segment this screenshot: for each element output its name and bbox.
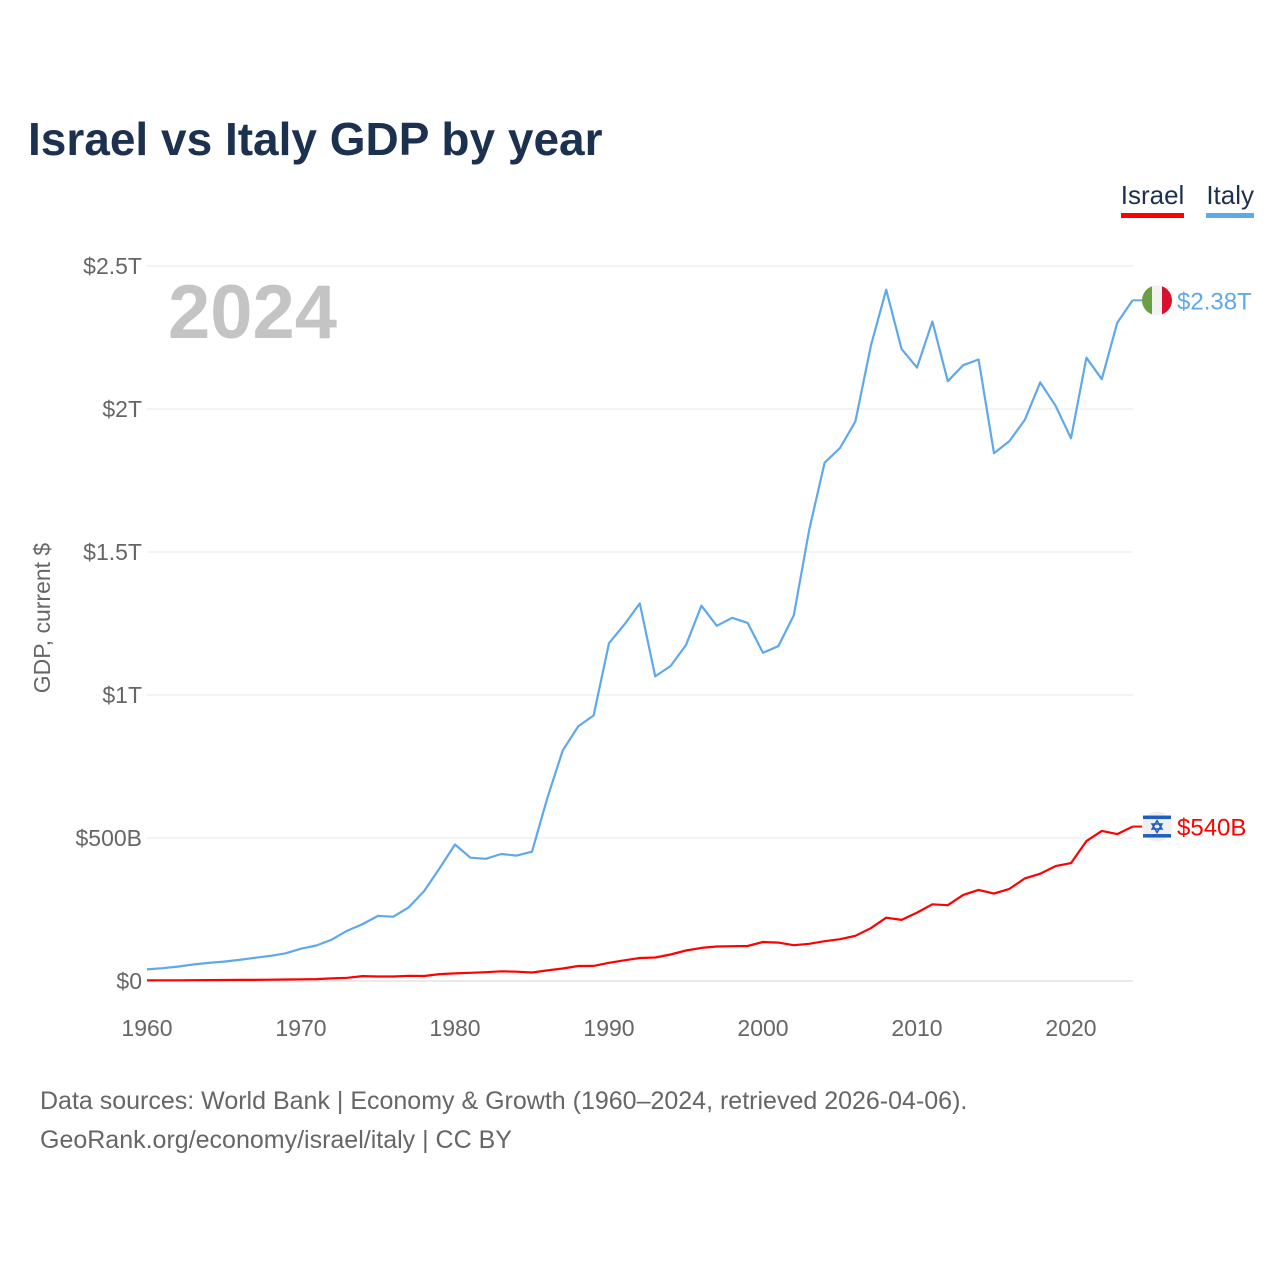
flag-red bbox=[1162, 285, 1172, 316]
x-tick-label: 2000 bbox=[737, 1015, 788, 1041]
credit-line[interactable]: GeoRank.org/economy/israel/italy | CC BY bbox=[40, 1126, 512, 1154]
x-tick-label: 1970 bbox=[275, 1015, 326, 1041]
y-tick-label: $1T bbox=[102, 682, 142, 708]
y-tick-label: $500B bbox=[75, 825, 142, 851]
series-line-italy bbox=[146, 288, 1134, 971]
y-tick-label: $1.5T bbox=[83, 539, 142, 565]
x-tick-label: 2020 bbox=[1045, 1015, 1096, 1041]
source-line: Data sources: World Bank | Economy & Gro… bbox=[40, 1087, 968, 1115]
legend-item-italy[interactable]: Italy bbox=[1206, 180, 1254, 218]
x-tick-label: 2010 bbox=[891, 1015, 942, 1041]
series-line-israel bbox=[146, 825, 1134, 982]
israel-flag-icon bbox=[1142, 811, 1172, 842]
y-tick-label: $2.5T bbox=[83, 253, 142, 279]
y-tick-label: $2T bbox=[102, 396, 142, 422]
y-axis-label: GDP, current $ bbox=[29, 543, 55, 694]
end-value-label: $2.38T bbox=[1177, 288, 1252, 315]
flag-green bbox=[1142, 285, 1152, 316]
flag-stripes bbox=[1142, 285, 1172, 316]
year-watermark: 2024 bbox=[168, 270, 337, 355]
x-tick-label: 1960 bbox=[121, 1015, 172, 1041]
x-tick-label: 1980 bbox=[429, 1015, 480, 1041]
flag-stripe-top bbox=[1143, 815, 1171, 820]
source-note: Data sources: World Bank | Economy & Gro… bbox=[40, 1082, 967, 1160]
chart-title: Israel vs Italy GDP by year bbox=[28, 113, 603, 165]
flag-stripe-bottom bbox=[1143, 834, 1171, 838]
x-tick-label: 1990 bbox=[583, 1015, 634, 1041]
legend-item-israel[interactable]: Israel bbox=[1120, 180, 1185, 218]
legend: Israel Italy bbox=[1120, 180, 1254, 218]
italy-flag-icon bbox=[1142, 285, 1172, 316]
flag-white bbox=[1152, 285, 1162, 316]
end-value-label: $540B bbox=[1177, 815, 1246, 842]
star-of-david bbox=[1150, 819, 1164, 835]
y-tick-label: $0 bbox=[116, 968, 142, 994]
